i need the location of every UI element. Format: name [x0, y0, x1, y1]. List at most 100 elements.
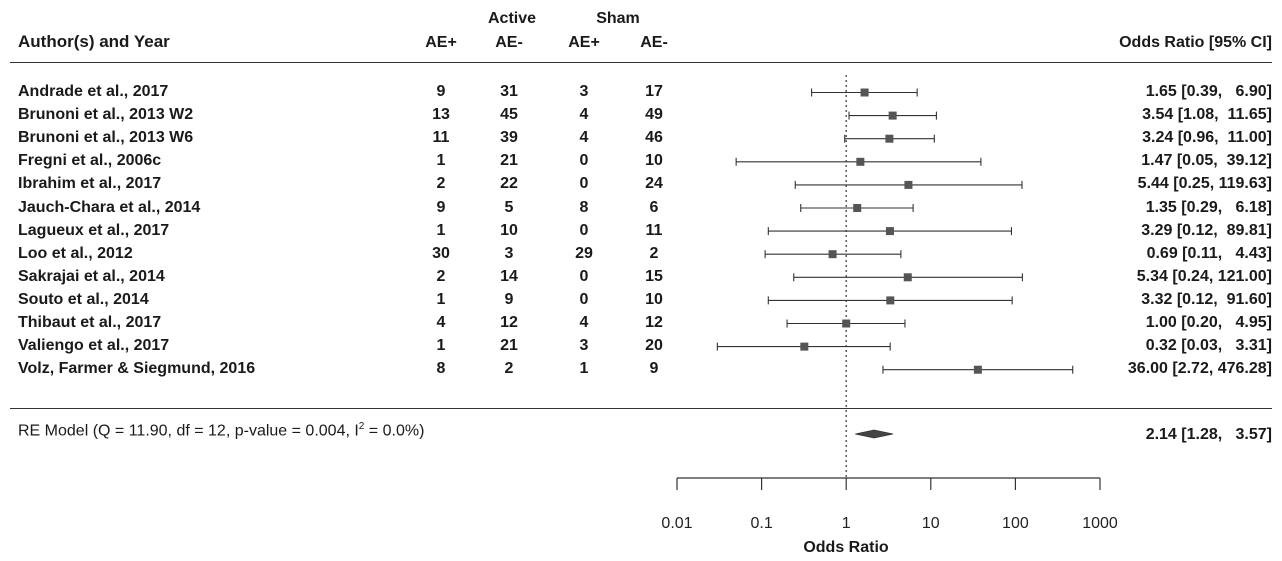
point-estimate: [842, 319, 851, 328]
x-tick-label: 10: [922, 515, 940, 532]
study-or-label: 36.00 [2.72, 476.28]: [1127, 360, 1272, 378]
active-ae-pos-value: 8: [436, 360, 446, 378]
active-ae-neg-value: 12: [500, 314, 518, 331]
active-ae-pos-value: 4: [436, 314, 446, 331]
x-tick-label: 0.1: [750, 515, 772, 532]
header-divider: [10, 62, 1272, 63]
x-axis-label: Odds Ratio: [803, 539, 889, 556]
x-tick-label: 0.01: [661, 515, 692, 532]
active-ae-neg-value: 21: [500, 337, 518, 355]
study-or-label: 3.32 [0.12, 91.60]: [1141, 290, 1272, 308]
sham-ae-pos-value: 4: [579, 106, 589, 124]
active-ae-neg-value: 5: [504, 198, 514, 216]
sham-ae-pos-value: 4: [579, 129, 589, 147]
study-or-label: 3.54 [1.08, 11.65]: [1142, 106, 1272, 124]
active-ae-neg-value: 31: [500, 83, 518, 100]
study-or-label: 1.65 [0.39, 6.90]: [1145, 83, 1272, 100]
point-estimate: [885, 227, 894, 236]
summary-diamond: [855, 429, 894, 439]
active-ae-pos-value: 1: [436, 290, 446, 308]
sham-ae-neg-value: 46: [645, 129, 663, 147]
point-estimate: [904, 180, 913, 189]
active-ae-neg-value: 10: [500, 221, 518, 239]
active-ae-pos-value: 11: [432, 129, 450, 147]
active-ae-neg-value: 39: [500, 129, 518, 147]
active-group-header: Active: [487, 10, 537, 27]
study-or-label: 3.29 [0.12, 89.81]: [1141, 221, 1272, 239]
x-tick-label: 1: [842, 515, 851, 532]
x-tick-label: 1000: [1082, 515, 1118, 532]
study-name: Brunoni et al., 2013 W2: [18, 106, 194, 124]
active-ae-neg-value: 2: [504, 360, 514, 378]
point-estimate: [888, 111, 897, 120]
point-estimate: [828, 250, 837, 259]
study-or-label: 0.69 [0.11, 4.43]: [1146, 244, 1272, 262]
active-ae-neg-value: 45: [500, 106, 518, 124]
sham-ae-pos-value: 0: [579, 152, 589, 170]
sham-ae-pos-header: AE+: [568, 34, 600, 51]
point-estimate: [856, 157, 865, 166]
x-tick-label: 100: [1002, 515, 1029, 532]
study-or-label: 1.35 [0.29, 6.18]: [1145, 198, 1272, 216]
study-column-header: Author(s) and Year: [18, 32, 170, 51]
point-estimate: [903, 273, 912, 282]
sham-ae-pos-value: 8: [579, 198, 589, 216]
point-estimate: [885, 134, 894, 143]
study-or-label: 1.00 [0.20, 4.95]: [1145, 314, 1272, 331]
study-name: Loo et al., 2012: [18, 244, 133, 262]
study-name: Brunoni et al., 2013 W6: [18, 129, 194, 147]
sham-ae-pos-value: 1: [579, 360, 589, 378]
summary-divider: [10, 408, 1272, 409]
active-ae-pos-value: 2: [436, 175, 446, 193]
active-ae-pos-value: 1: [436, 221, 446, 239]
point-estimate: [973, 365, 982, 374]
active-ae-neg-value: 22: [500, 175, 518, 193]
study-or-label: 1.47 [0.05, 39.12]: [1141, 152, 1272, 170]
active-ae-pos-value: 9: [436, 83, 446, 100]
sham-ae-pos-value: 0: [579, 175, 589, 193]
sham-ae-neg-value: 2: [649, 244, 659, 262]
summary-label: RE Model (Q = 11.90, df = 12, p-value = …: [18, 421, 425, 440]
active-ae-pos-value: 1: [436, 152, 446, 170]
active-ae-pos-value: 13: [432, 106, 450, 124]
study-or-label: 5.34 [0.24, 121.00]: [1136, 267, 1272, 285]
study-name: Thibaut et al., 2017: [18, 314, 162, 331]
study-name: Souto et al., 2014: [18, 290, 149, 308]
sham-ae-pos-value: 3: [579, 83, 589, 100]
active-ae-pos-value: 30: [432, 244, 450, 262]
sham-ae-neg-value: 10: [645, 152, 663, 170]
active-ae-neg-value: 21: [500, 152, 518, 170]
study-name: Volz, Farmer & Siegmund, 2016: [18, 360, 256, 378]
sham-ae-neg-value: 12: [645, 314, 663, 331]
sham-ae-neg-value: 6: [649, 198, 659, 216]
active-ae-neg-value: 14: [500, 267, 518, 285]
sham-ae-pos-value: 4: [579, 314, 589, 331]
study-name: Jauch-Chara et al., 2014: [18, 198, 201, 216]
sham-group-header: Sham: [596, 10, 640, 27]
sham-ae-neg-value: 15: [645, 267, 663, 285]
sham-ae-pos-value: 0: [579, 267, 589, 285]
study-name: Sakrajai et al., 2014: [18, 267, 165, 285]
odds-ratio-ci-header: Odds Ratio [95% CI]: [1119, 34, 1272, 51]
sham-ae-neg-value: 11: [645, 221, 663, 239]
sham-ae-pos-value: 0: [579, 221, 589, 239]
sham-ae-neg-value: 17: [645, 83, 663, 100]
active-ae-pos-value: 2: [436, 267, 446, 285]
sham-ae-neg-value: 9: [649, 360, 659, 378]
point-estimate: [853, 204, 862, 212]
active-ae-neg-value: 3: [504, 244, 514, 262]
study-or-label: 5.44 [0.25, 119.63]: [1137, 175, 1272, 193]
sham-ae-neg-value: 20: [645, 337, 663, 355]
sham-ae-pos-value: 0: [579, 290, 589, 308]
active-ae-neg-value: 9: [504, 290, 514, 308]
study-name: Lagueux et al., 2017: [18, 221, 170, 239]
active-ae-pos-header: AE+: [425, 34, 457, 51]
sham-ae-neg-value: 49: [645, 106, 663, 124]
study-name: Valiengo et al., 2017: [18, 337, 170, 355]
study-or-label: 0.32 [0.03, 3.31]: [1145, 337, 1272, 355]
summary-or-label: 2.14 [1.28, 3.57]: [1145, 426, 1272, 443]
active-ae-pos-value: 9: [436, 198, 446, 216]
point-estimate: [886, 296, 895, 305]
sham-ae-neg-value: 10: [645, 290, 663, 308]
study-or-label: 3.24 [0.96, 11.00]: [1142, 129, 1272, 147]
